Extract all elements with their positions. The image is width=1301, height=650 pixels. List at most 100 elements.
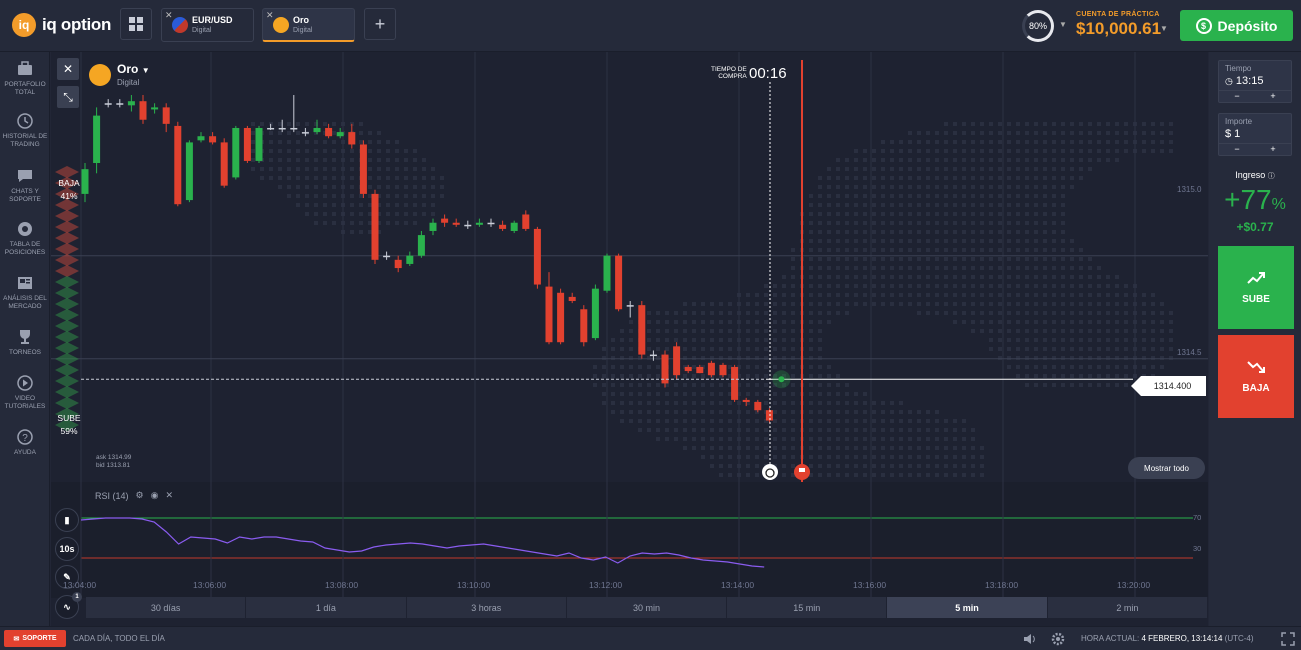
eye-icon[interactable]: ◉ xyxy=(150,490,159,500)
close-tab-icon[interactable]: ✕ xyxy=(266,10,274,20)
chevron-down-icon[interactable]: ▼ xyxy=(1160,24,1168,33)
sentiment-arrow-icon xyxy=(55,364,79,376)
profit-pct: 80% xyxy=(1028,21,1047,31)
sentiment-arrow-icon xyxy=(55,188,79,200)
timezone: (UTC-4) xyxy=(1224,634,1254,643)
tab-asset-type: Digital xyxy=(192,27,212,34)
candle-body xyxy=(684,366,692,372)
tab-oro[interactable]: ✕ Oro Digital xyxy=(262,8,355,42)
income-pct-value: 77 xyxy=(1240,184,1272,215)
time-axis-label: 13:12:00 xyxy=(589,580,623,590)
sidebar-item-help[interactable]: ? AYUDA xyxy=(0,428,50,457)
gear-icon[interactable]: ⚙ xyxy=(135,490,144,500)
asset-grid-button[interactable] xyxy=(120,8,152,40)
asset-subtitle: Digital xyxy=(117,78,140,87)
logo[interactable]: iq iq option xyxy=(12,13,111,37)
sidebar-item-label: ANÁLISIS DEL MERCADO xyxy=(3,295,47,310)
collapse-button[interactable]: ⤡ xyxy=(57,86,79,108)
candle-body xyxy=(707,362,715,376)
timeframe-5m[interactable]: 5 min xyxy=(887,597,1048,618)
sidebar-item-tournaments[interactable]: TORNEOS xyxy=(0,328,50,357)
interval-button[interactable]: 10s xyxy=(55,537,79,561)
sidebar-item-portfolio[interactable]: PORTAFOLIO TOTAL xyxy=(0,60,50,97)
timeframe-30d[interactable]: 30 días xyxy=(86,597,247,618)
history-icon xyxy=(17,113,33,129)
timeframe-2m[interactable]: 2 min xyxy=(1047,597,1208,618)
put-button[interactable]: BAJA xyxy=(1218,335,1294,418)
income-pct-unit: % xyxy=(1271,196,1286,213)
candle-body xyxy=(754,401,762,411)
trophy-icon xyxy=(20,330,30,344)
drawing-tools-button[interactable]: ✎ xyxy=(55,565,79,589)
fullscreen-icon[interactable] xyxy=(1281,632,1295,646)
price-chart[interactable] xyxy=(51,52,1208,626)
volume-icon[interactable] xyxy=(1022,632,1036,646)
candle-body xyxy=(104,103,112,105)
income-label: Ingreso ⓘ xyxy=(1209,170,1301,181)
help-icon: ? xyxy=(17,429,33,445)
candle-body xyxy=(290,127,298,130)
close-tab-icon[interactable]: ✕ xyxy=(165,10,173,20)
amount-field[interactable]: Importe $ 1 − + xyxy=(1218,113,1292,156)
timeframe-3h[interactable]: 3 horas xyxy=(406,597,567,618)
candle-body xyxy=(522,214,530,229)
sentiment-arrow-icon xyxy=(55,375,79,387)
tab-eurusd[interactable]: ✕ EUR/USD Digital xyxy=(161,8,254,42)
candle-body xyxy=(696,366,704,374)
asset-title: Oro xyxy=(117,62,139,76)
info-icon[interactable]: ⓘ xyxy=(1267,173,1275,180)
timeframe-1d[interactable]: 1 día xyxy=(246,597,407,618)
timeframe-15m[interactable]: 15 min xyxy=(727,597,888,618)
sentiment-arrow-icon xyxy=(55,309,79,321)
sidebar-item-leaderboard[interactable]: TABLA DE POSICIONES xyxy=(0,220,50,257)
amount-label: Importe xyxy=(1225,117,1253,126)
time-minus-button[interactable]: − xyxy=(1234,91,1240,101)
add-tab-button[interactable]: + xyxy=(364,8,396,40)
put-label: BAJA xyxy=(1242,383,1270,394)
candle-body xyxy=(394,259,402,269)
amount-value[interactable]: $ 1 xyxy=(1225,128,1241,140)
rsi-label: RSI (14) xyxy=(95,490,129,501)
candle-body xyxy=(580,309,588,343)
support-button[interactable]: ✉ SOPORTE xyxy=(4,630,66,647)
flag-eurusd-icon xyxy=(172,17,188,33)
time-axis-label: 13:08:00 xyxy=(325,580,359,590)
candle-body xyxy=(81,169,89,194)
profit-circle[interactable]: 80% xyxy=(1022,10,1054,42)
support-label: SOPORTE xyxy=(22,635,57,642)
amount-plus-button[interactable]: + xyxy=(1270,144,1276,154)
purchase-time-label-line: COMPRA xyxy=(718,73,747,80)
sentiment-arrow-icon xyxy=(55,408,79,420)
indicators-button[interactable]: ∿ 1 xyxy=(55,592,82,619)
sidebar-item-history[interactable]: HISTORIAL DE TRADING xyxy=(0,112,50,149)
deposit-button[interactable]: $ Depósito xyxy=(1180,10,1293,41)
settings-gear-icon[interactable] xyxy=(1051,632,1065,646)
current-time: HORA ACTUAL: 4 FEBRERO, 13:14:14 (UTC-4) xyxy=(1081,634,1254,643)
expiry-time-field[interactable]: Tiempo ◷ 13:15 − + xyxy=(1218,60,1292,103)
logo-mark-icon: iq xyxy=(12,13,36,37)
chart-area[interactable]: ✕ ⤡ Oro ▼ Digital TIEMPO DE COMPRA 00:16… xyxy=(51,52,1208,626)
sentiment-arrow-icon xyxy=(55,331,79,343)
sentiment-down: BAJA 41% xyxy=(54,178,84,201)
show-all-button[interactable]: Mostrar todo xyxy=(1128,457,1205,479)
sidebar-item-analysis[interactable]: ANÁLISIS DEL MERCADO xyxy=(0,274,50,311)
chevron-down-icon[interactable]: ▼ xyxy=(1059,20,1067,29)
chart-type-button[interactable]: ▮ xyxy=(55,508,79,532)
sidebar-item-label: AYUDA xyxy=(14,449,36,456)
call-button[interactable]: SUBE xyxy=(1218,246,1294,329)
asset-selector[interactable]: Oro ▼ Digital xyxy=(89,62,150,87)
account-balance[interactable]: $10,000.61 xyxy=(1076,19,1162,38)
timeframe-30m[interactable]: 30 min xyxy=(566,597,728,618)
price-level-label: 1314.5 xyxy=(1177,348,1202,357)
sentiment-arrow-icon xyxy=(55,342,79,354)
sidebar-item-videos[interactable]: VIDEO TUTORIALES xyxy=(0,374,50,411)
candle-body xyxy=(278,127,286,130)
current-price-tag: 1314.400 xyxy=(1131,376,1206,396)
sentiment-up: SUBE 59% xyxy=(54,413,84,436)
sentiment-arrow-icon xyxy=(55,320,79,332)
sidebar-item-chats[interactable]: CHATS Y SOPORTE xyxy=(0,167,50,204)
time-plus-button[interactable]: + xyxy=(1270,91,1276,101)
amount-minus-button[interactable]: − xyxy=(1234,144,1240,154)
close-icon[interactable]: ✕ xyxy=(165,490,173,500)
close-chart-button[interactable]: ✕ xyxy=(57,58,79,80)
